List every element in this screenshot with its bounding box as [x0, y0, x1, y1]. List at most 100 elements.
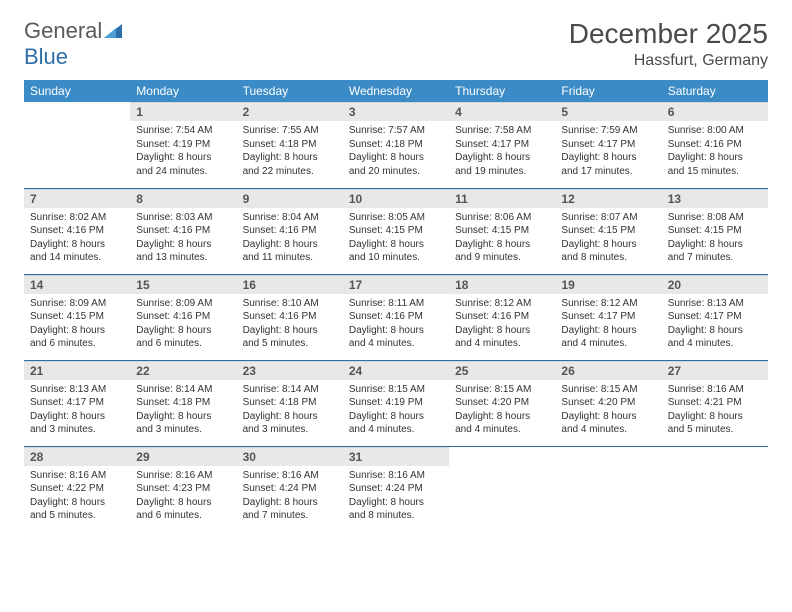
title-block: December 2025 Hassfurt, Germany — [569, 18, 768, 70]
day-details: Sunrise: 8:13 AMSunset: 4:17 PMDaylight:… — [662, 294, 768, 355]
daylight-line1: Daylight: 8 hours — [243, 410, 337, 424]
sunrise-text: Sunrise: 7:54 AM — [136, 124, 230, 138]
sunrise-text: Sunrise: 8:15 AM — [455, 383, 549, 397]
sunset-text: Sunset: 4:17 PM — [668, 310, 762, 324]
daylight-line1: Daylight: 8 hours — [243, 324, 337, 338]
calendar-day-cell — [555, 446, 661, 532]
calendar-page: General Blue December 2025 Hassfurt, Ger… — [0, 0, 792, 550]
day-number: 21 — [24, 361, 130, 380]
sunset-text: Sunset: 4:16 PM — [349, 310, 443, 324]
calendar-week-row: 14Sunrise: 8:09 AMSunset: 4:15 PMDayligh… — [24, 274, 768, 360]
sunrise-text: Sunrise: 8:02 AM — [30, 211, 124, 225]
daylight-line2: and 20 minutes. — [349, 165, 443, 179]
calendar-day-cell: 19Sunrise: 8:12 AMSunset: 4:17 PMDayligh… — [555, 274, 661, 360]
calendar-day-cell: 13Sunrise: 8:08 AMSunset: 4:15 PMDayligh… — [662, 188, 768, 274]
day-details: Sunrise: 8:15 AMSunset: 4:20 PMDaylight:… — [555, 380, 661, 441]
day-details: Sunrise: 8:16 AMSunset: 4:23 PMDaylight:… — [130, 466, 236, 527]
calendar-day-cell: 12Sunrise: 8:07 AMSunset: 4:15 PMDayligh… — [555, 188, 661, 274]
day-details: Sunrise: 8:16 AMSunset: 4:22 PMDaylight:… — [24, 466, 130, 527]
daylight-line1: Daylight: 8 hours — [136, 151, 230, 165]
day-details: Sunrise: 8:06 AMSunset: 4:15 PMDaylight:… — [449, 208, 555, 269]
calendar-day-cell: 3Sunrise: 7:57 AMSunset: 4:18 PMDaylight… — [343, 102, 449, 188]
weekday-header: Friday — [555, 80, 661, 102]
calendar-day-cell: 5Sunrise: 7:59 AMSunset: 4:17 PMDaylight… — [555, 102, 661, 188]
sunset-text: Sunset: 4:18 PM — [349, 138, 443, 152]
daylight-line2: and 6 minutes. — [30, 337, 124, 351]
sunset-text: Sunset: 4:15 PM — [561, 224, 655, 238]
sunset-text: Sunset: 4:17 PM — [30, 396, 124, 410]
daylight-line1: Daylight: 8 hours — [136, 410, 230, 424]
day-details: Sunrise: 8:09 AMSunset: 4:16 PMDaylight:… — [130, 294, 236, 355]
day-details: Sunrise: 7:55 AMSunset: 4:18 PMDaylight:… — [237, 121, 343, 182]
day-number: 13 — [662, 189, 768, 208]
sunset-text: Sunset: 4:16 PM — [136, 310, 230, 324]
daylight-line1: Daylight: 8 hours — [30, 496, 124, 510]
sunrise-text: Sunrise: 8:05 AM — [349, 211, 443, 225]
sunset-text: Sunset: 4:16 PM — [668, 138, 762, 152]
sunrise-text: Sunrise: 8:14 AM — [243, 383, 337, 397]
day-details: Sunrise: 8:12 AMSunset: 4:16 PMDaylight:… — [449, 294, 555, 355]
daylight-line1: Daylight: 8 hours — [455, 410, 549, 424]
daylight-line1: Daylight: 8 hours — [349, 496, 443, 510]
daylight-line2: and 11 minutes. — [243, 251, 337, 265]
sunset-text: Sunset: 4:16 PM — [455, 310, 549, 324]
sunset-text: Sunset: 4:16 PM — [136, 224, 230, 238]
day-number: 7 — [24, 189, 130, 208]
calendar-day-cell: 25Sunrise: 8:15 AMSunset: 4:20 PMDayligh… — [449, 360, 555, 446]
sunset-text: Sunset: 4:18 PM — [243, 138, 337, 152]
sunset-text: Sunset: 4:16 PM — [30, 224, 124, 238]
calendar-day-cell: 11Sunrise: 8:06 AMSunset: 4:15 PMDayligh… — [449, 188, 555, 274]
calendar-day-cell: 4Sunrise: 7:58 AMSunset: 4:17 PMDaylight… — [449, 102, 555, 188]
day-number: 29 — [130, 447, 236, 466]
daylight-line1: Daylight: 8 hours — [561, 238, 655, 252]
calendar-day-cell: 24Sunrise: 8:15 AMSunset: 4:19 PMDayligh… — [343, 360, 449, 446]
sunrise-text: Sunrise: 7:58 AM — [455, 124, 549, 138]
day-details: Sunrise: 8:16 AMSunset: 4:24 PMDaylight:… — [343, 466, 449, 527]
calendar-day-cell: 14Sunrise: 8:09 AMSunset: 4:15 PMDayligh… — [24, 274, 130, 360]
daylight-line1: Daylight: 8 hours — [455, 151, 549, 165]
calendar-day-cell: 30Sunrise: 8:16 AMSunset: 4:24 PMDayligh… — [237, 446, 343, 532]
sunset-text: Sunset: 4:18 PM — [243, 396, 337, 410]
day-number: 24 — [343, 361, 449, 380]
weekday-header: Monday — [130, 80, 236, 102]
sunrise-text: Sunrise: 7:59 AM — [561, 124, 655, 138]
day-details: Sunrise: 8:16 AMSunset: 4:24 PMDaylight:… — [237, 466, 343, 527]
calendar-day-cell: 17Sunrise: 8:11 AMSunset: 4:16 PMDayligh… — [343, 274, 449, 360]
day-details: Sunrise: 7:57 AMSunset: 4:18 PMDaylight:… — [343, 121, 449, 182]
daylight-line1: Daylight: 8 hours — [30, 324, 124, 338]
daylight-line1: Daylight: 8 hours — [349, 324, 443, 338]
sunset-text: Sunset: 4:15 PM — [668, 224, 762, 238]
daylight-line1: Daylight: 8 hours — [561, 151, 655, 165]
day-number: 15 — [130, 275, 236, 294]
weekday-header: Wednesday — [343, 80, 449, 102]
day-number: 18 — [449, 275, 555, 294]
daylight-line2: and 4 minutes. — [455, 337, 549, 351]
day-number: 11 — [449, 189, 555, 208]
location-label: Hassfurt, Germany — [569, 52, 768, 70]
day-number: 2 — [237, 102, 343, 121]
sunrise-text: Sunrise: 8:04 AM — [243, 211, 337, 225]
sunrise-text: Sunrise: 8:12 AM — [455, 297, 549, 311]
month-title: December 2025 — [569, 18, 768, 50]
sunrise-text: Sunrise: 7:57 AM — [349, 124, 443, 138]
sunrise-text: Sunrise: 8:13 AM — [30, 383, 124, 397]
sunrise-text: Sunrise: 8:15 AM — [349, 383, 443, 397]
daylight-line2: and 19 minutes. — [455, 165, 549, 179]
sunrise-text: Sunrise: 8:16 AM — [136, 469, 230, 483]
calendar-day-cell: 15Sunrise: 8:09 AMSunset: 4:16 PMDayligh… — [130, 274, 236, 360]
sunrise-text: Sunrise: 8:11 AM — [349, 297, 443, 311]
daylight-line2: and 3 minutes. — [243, 423, 337, 437]
calendar-day-cell: 27Sunrise: 8:16 AMSunset: 4:21 PMDayligh… — [662, 360, 768, 446]
sunrise-text: Sunrise: 8:00 AM — [668, 124, 762, 138]
sunset-text: Sunset: 4:24 PM — [349, 482, 443, 496]
day-details: Sunrise: 8:15 AMSunset: 4:20 PMDaylight:… — [449, 380, 555, 441]
sunrise-text: Sunrise: 8:12 AM — [561, 297, 655, 311]
sunrise-text: Sunrise: 8:16 AM — [30, 469, 124, 483]
daylight-line2: and 5 minutes. — [243, 337, 337, 351]
day-number: 16 — [237, 275, 343, 294]
sunrise-text: Sunrise: 7:55 AM — [243, 124, 337, 138]
brand-part1: General — [24, 18, 102, 43]
sunset-text: Sunset: 4:22 PM — [30, 482, 124, 496]
day-number: 25 — [449, 361, 555, 380]
sunset-text: Sunset: 4:19 PM — [136, 138, 230, 152]
